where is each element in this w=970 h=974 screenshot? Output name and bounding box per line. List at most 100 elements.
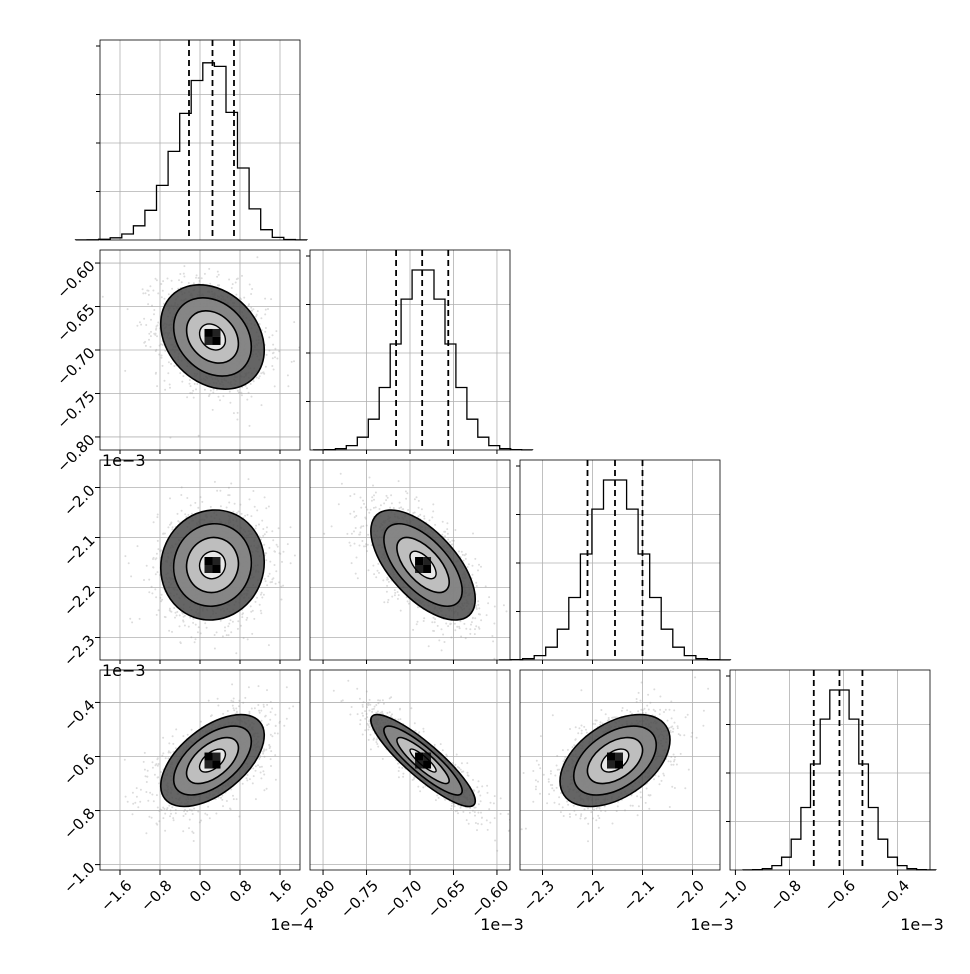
histogram-panel-2 [306, 249, 534, 451]
y-scale-label: 1e−3 [102, 661, 146, 680]
x-tick-label: −0.65 [424, 876, 469, 921]
density-core [607, 752, 615, 761]
contour-line [396, 736, 450, 785]
density-core [212, 752, 221, 761]
x-tick-label: −0.80 [293, 876, 338, 921]
x-tick-label: −2.0 [670, 876, 708, 914]
x-scale-label: 1e−4 [270, 915, 314, 934]
density-core [415, 557, 424, 565]
density-core [423, 557, 432, 565]
x-tick-label: −0.4 [875, 876, 913, 914]
contour-line [370, 713, 477, 808]
y-scale-label: 1e−3 [102, 451, 146, 470]
x-tick-label: −0.8 [137, 876, 175, 914]
density-core [212, 760, 221, 769]
y-tick-label: −0.70 [53, 344, 98, 389]
y-tick-label: −2.2 [60, 581, 98, 619]
contour-line [198, 550, 227, 580]
x-tick-label: −0.70 [380, 876, 425, 921]
histogram-panel-1 [74, 39, 308, 241]
density-core [204, 565, 213, 573]
contour-line [586, 736, 644, 785]
contour-line [600, 748, 630, 773]
density-core [607, 760, 615, 769]
density-core [212, 557, 221, 565]
density-panel-4-2 [310, 670, 510, 870]
contour-line [409, 550, 437, 580]
density-core [204, 557, 213, 565]
x-tick-label: 0.8 [226, 876, 256, 906]
contour-line [396, 536, 450, 594]
contour-line [370, 509, 477, 621]
histogram-panel-4 [726, 669, 937, 871]
axes-frame [729, 669, 931, 871]
y-tick-label: −1.0 [60, 858, 98, 896]
histogram-panel-3 [498, 459, 732, 661]
density-core [615, 760, 623, 769]
contour-line [159, 283, 266, 390]
contour-line [409, 748, 437, 773]
density-core [423, 760, 432, 769]
y-tick-label: −0.80 [53, 431, 98, 476]
density-core [204, 328, 213, 337]
y-tick-label: −0.4 [60, 696, 98, 734]
contour-line [159, 509, 266, 621]
x-tick-label: −2.1 [620, 876, 658, 914]
x-tick-label: −2.3 [520, 876, 558, 914]
lines-layer [74, 39, 937, 875]
axes-frame [519, 669, 721, 871]
y-tick-label: −2.3 [60, 631, 98, 669]
density-core [415, 752, 424, 761]
contour-line [172, 522, 253, 608]
density-panel-3-2 [310, 460, 510, 660]
density-panel-2-1 [100, 250, 300, 450]
density-layer [100, 250, 720, 870]
y-tick-label: −2.1 [60, 531, 98, 569]
density-panel-3-1 [100, 460, 300, 660]
density-core [423, 565, 432, 573]
contour-line [383, 725, 463, 796]
contour-line [172, 297, 253, 377]
y-tick-label: −0.6 [60, 750, 98, 788]
y-tick-label: −0.65 [53, 300, 98, 345]
density-core [423, 752, 432, 761]
x-tick-label: −0.6 [821, 876, 859, 914]
x-scale-label: 1e−3 [690, 915, 734, 934]
y-tick-label: −0.60 [53, 257, 98, 302]
x-tick-label: −0.75 [337, 876, 382, 921]
y-tick-label: −0.8 [60, 804, 98, 842]
contour-line [383, 522, 463, 608]
contour-line [159, 713, 266, 808]
density-panel-4-3 [520, 670, 720, 870]
density-core [212, 328, 221, 337]
density-core [204, 752, 213, 761]
histogram-step-1 [74, 62, 308, 241]
density-core [415, 565, 424, 573]
axes-frame [519, 459, 721, 661]
density-core [204, 336, 213, 345]
density-core [204, 760, 213, 769]
x-scale-label: 1e−3 [900, 915, 944, 934]
density-core [212, 565, 221, 573]
contour-line [198, 748, 227, 773]
density-core [415, 760, 424, 769]
x-tick-label: −1.6 [97, 876, 135, 914]
x-tick-label: −0.8 [767, 876, 805, 914]
contour-line [185, 536, 240, 594]
y-tick-label: −2.0 [60, 481, 98, 519]
contour-line [185, 310, 240, 364]
x-scale-label: 1e−3 [480, 915, 524, 934]
contour-line [198, 323, 227, 351]
x-tick-label: 1.6 [266, 876, 296, 906]
x-tick-label: 0.0 [186, 876, 216, 906]
x-tick-label: −1.0 [712, 876, 750, 914]
density-core [212, 336, 221, 345]
axes-frame [99, 39, 301, 241]
x-tick-label: −2.2 [570, 876, 608, 914]
contour-line [172, 725, 253, 796]
contour-line [559, 713, 671, 808]
y-tick-label: −0.75 [53, 387, 98, 432]
density-panel-4-1 [100, 670, 300, 870]
contour-line [185, 736, 240, 785]
